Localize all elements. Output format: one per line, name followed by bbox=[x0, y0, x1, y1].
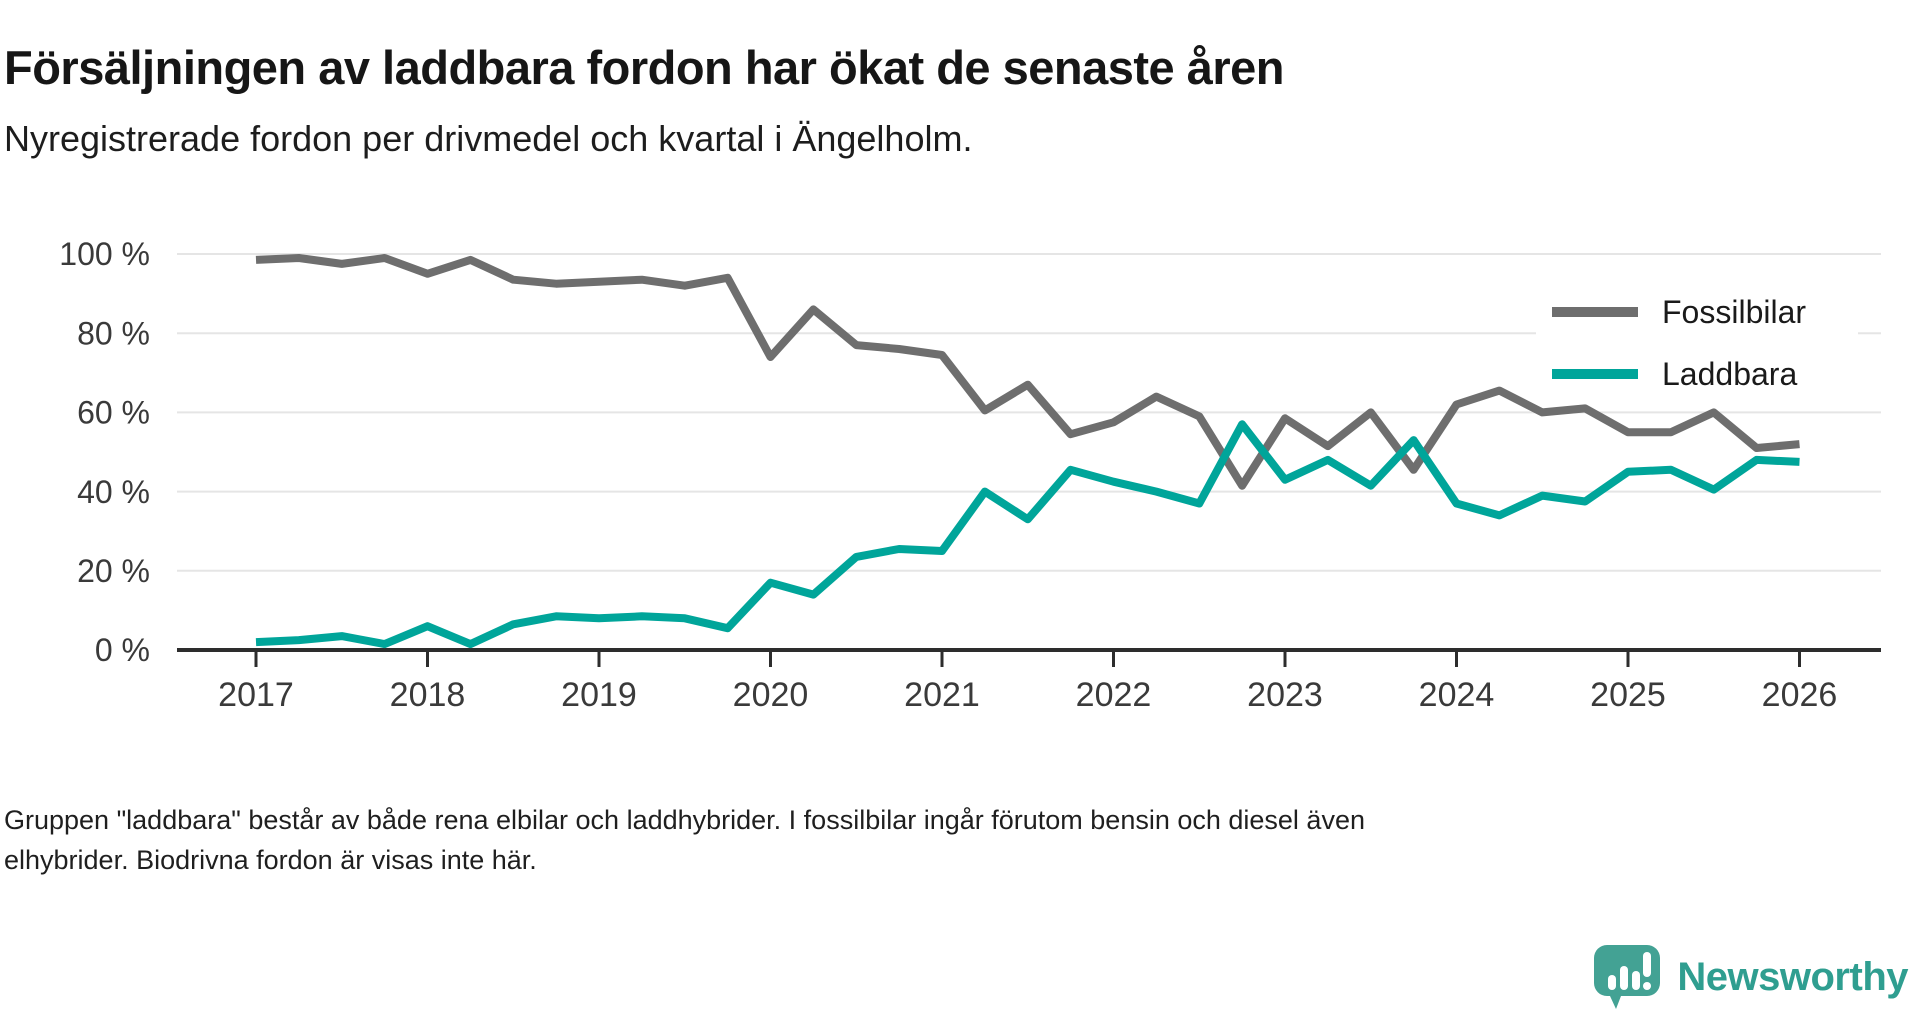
series-line-fossilbilar bbox=[255, 254, 1800, 490]
footnote-line-2: elhybrider. Biodrivna fordon är visas in… bbox=[4, 845, 537, 875]
page-subtitle: Nyregistrerade fordon per drivmedel och … bbox=[4, 118, 973, 159]
legend-item-fossilbilar: Fossilbilar bbox=[1536, 285, 1858, 339]
page-title: Försäljningen av laddbara fordon har öka… bbox=[4, 41, 1285, 95]
legend-label: Laddbara bbox=[1662, 355, 1798, 392]
fossilbilar-line-swatch-icon bbox=[1552, 307, 1638, 317]
x-axis-tick-label: 2024 bbox=[1419, 676, 1495, 714]
x-axis-tick-label: 2023 bbox=[1247, 676, 1323, 714]
chart-legend: Fossilbilar Laddbara bbox=[1536, 283, 1858, 403]
newsworthy-brand-link[interactable]: Newsworthy bbox=[1593, 944, 1908, 1010]
y-axis-tick-label: 100 % bbox=[59, 236, 150, 272]
legend-item-laddbara: Laddbara bbox=[1536, 347, 1858, 401]
laddbara-line-swatch-icon bbox=[1552, 369, 1638, 379]
x-axis-tick-label: 2017 bbox=[218, 676, 294, 714]
newsworthy-wordmark: Newsworthy bbox=[1677, 954, 1908, 999]
x-axis-tick-label: 2022 bbox=[1076, 676, 1152, 714]
x-axis-tick-label: 2026 bbox=[1762, 676, 1838, 714]
y-axis-tick-label: 20 % bbox=[77, 553, 150, 589]
x-axis-tick-label: 2018 bbox=[390, 676, 466, 714]
x-axis-tick-label: 2019 bbox=[561, 676, 637, 714]
y-axis-tick-label: 40 % bbox=[77, 474, 150, 510]
y-axis-tick-label: 60 % bbox=[77, 395, 150, 431]
legend-label: Fossilbilar bbox=[1662, 293, 1807, 330]
y-axis-tick-label: 80 % bbox=[77, 315, 150, 351]
x-axis-tick-label: 2021 bbox=[904, 676, 980, 714]
chart-footnote: Gruppen "laddbara" består av både rena e… bbox=[4, 800, 1904, 880]
newsworthy-logo-icon bbox=[1594, 945, 1661, 1009]
footnote-line-1: Gruppen "laddbara" består av både rena e… bbox=[4, 805, 1365, 835]
series-line-laddbara bbox=[255, 420, 1800, 649]
x-axis-tick-label: 2020 bbox=[733, 676, 809, 714]
x-axis-tick-label: 2025 bbox=[1590, 676, 1666, 714]
y-axis-tick-label: 0 % bbox=[95, 632, 150, 668]
